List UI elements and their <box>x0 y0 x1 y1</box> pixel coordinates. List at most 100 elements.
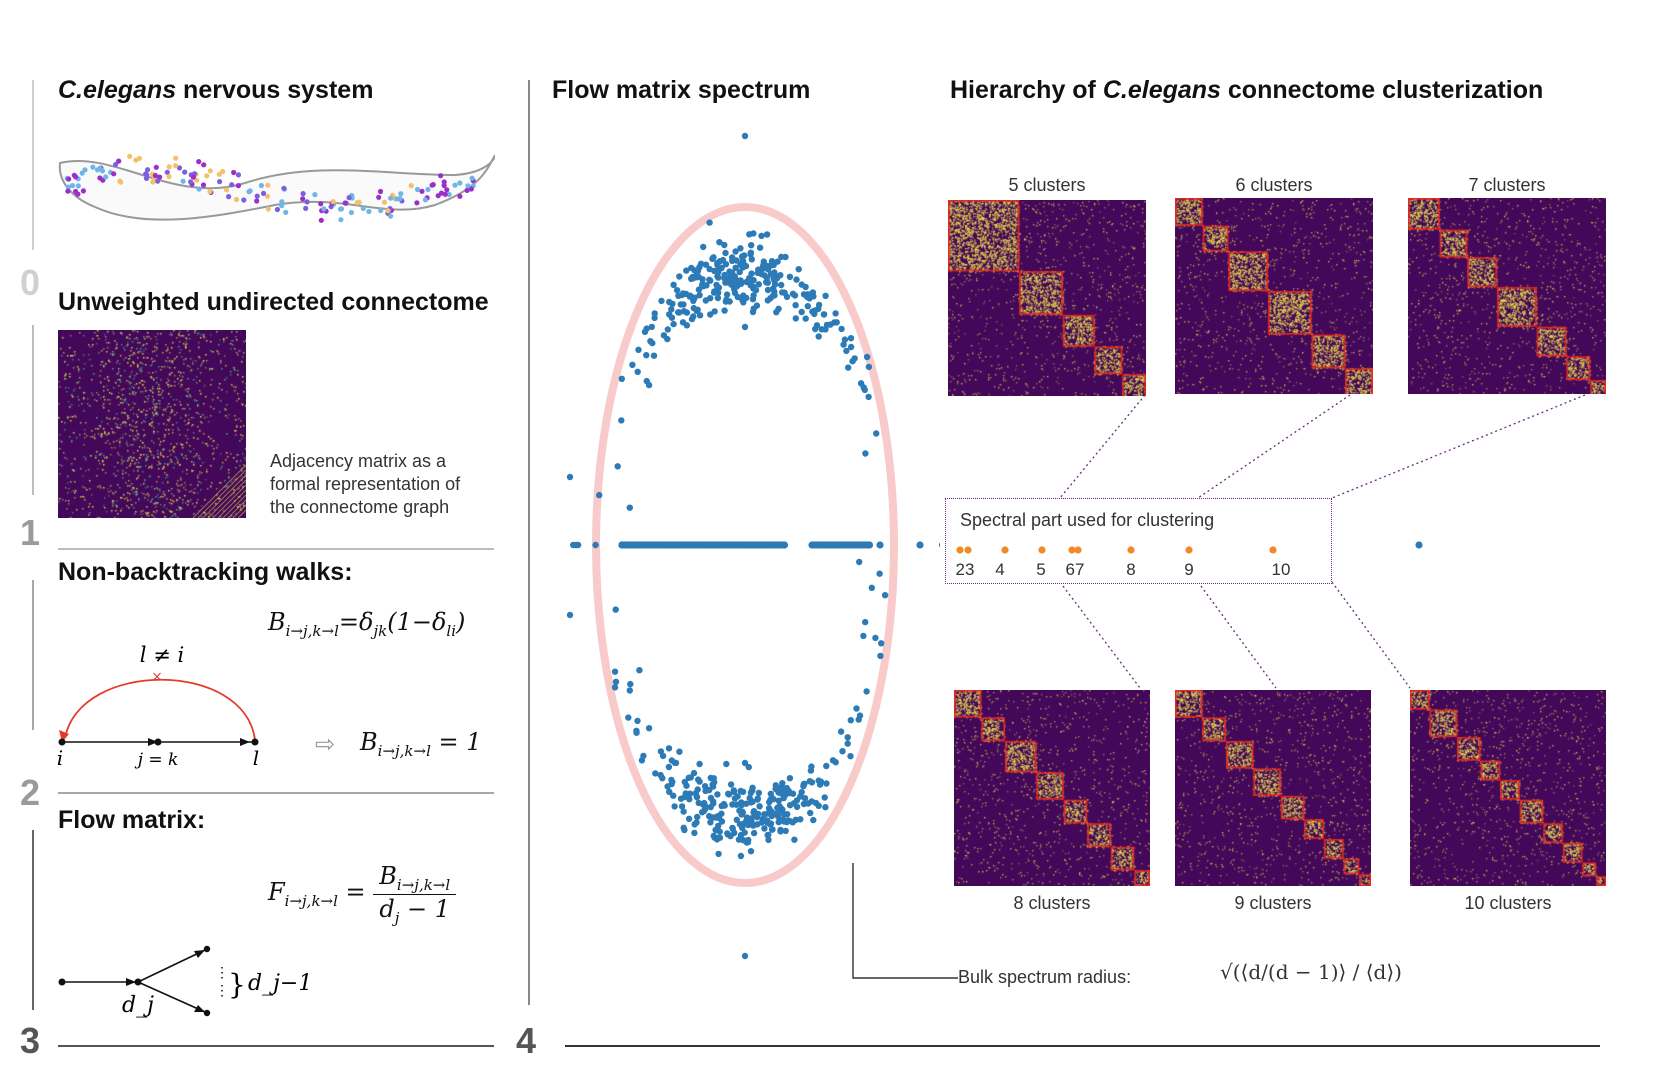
eigenvalue-dot <box>764 286 772 294</box>
neuron-dot <box>233 196 240 203</box>
eigenvalue-dot <box>693 819 700 826</box>
eigenvalue-dot <box>657 771 664 779</box>
eigenvalue-dot <box>647 338 654 345</box>
eigenvalue-dot <box>732 248 739 255</box>
flow-matrix-spectrum-plot <box>566 132 940 960</box>
neuron-dot <box>422 197 428 203</box>
eigenvalue-dot <box>706 276 713 283</box>
eigenvalue-dot <box>791 836 798 843</box>
worm-nervous-system-illustration <box>58 153 495 223</box>
eigenvalue-dot <box>778 253 785 261</box>
eigenvalue-dot <box>743 814 751 821</box>
neuron-dot <box>464 187 470 193</box>
eigenvalue-dot <box>749 784 756 791</box>
eigenvalue-dot <box>754 269 761 277</box>
eigenvalue-dot <box>693 793 700 800</box>
neuron-dot <box>388 213 394 219</box>
eigenvalue-dot <box>831 319 838 326</box>
section-divider <box>58 548 494 550</box>
eigenvalue-dot <box>767 790 774 797</box>
eigenvalue-dot <box>643 377 650 385</box>
eigenvalue-dot <box>748 817 755 825</box>
eigenvalue-dot <box>776 802 783 810</box>
nervous-system-title: C.elegans nervous system <box>58 76 374 104</box>
eigenvalue-dot <box>818 326 825 333</box>
neuron-dot <box>207 188 213 195</box>
spectral-tick-label: 23 <box>956 560 975 579</box>
eigenvalue-dot <box>748 256 755 263</box>
eigenvalue-dot <box>749 296 757 303</box>
eigenvalue-dot <box>760 262 767 269</box>
neuron-dot <box>180 178 186 184</box>
neuron-dot <box>304 199 310 205</box>
eigenvalue-dot <box>636 667 643 674</box>
eigenvalue-dot <box>707 803 714 811</box>
eigenvalue-dot <box>664 335 671 343</box>
neuron-dot <box>127 153 133 159</box>
neuron-dot <box>346 195 352 201</box>
eigenvalue-dot <box>766 799 773 806</box>
eigenvalue-dot <box>731 289 739 297</box>
eigenvalue-dot <box>707 819 714 826</box>
neuron-dot <box>200 182 207 188</box>
eigenvalue-dot <box>793 276 800 283</box>
spectrum-title: Flow matrix spectrum <box>552 76 811 104</box>
eigenvalue-dot <box>738 808 746 815</box>
eigenvalue-dot <box>696 264 703 271</box>
eigenvalue-dot <box>770 285 777 292</box>
neuron-dot <box>166 174 172 180</box>
eigenvalue-dot <box>810 293 817 300</box>
neuron-dot <box>176 165 183 171</box>
eigenvalue-dot <box>566 611 574 619</box>
eigenvalue-dot <box>778 783 785 790</box>
eigenvalue-dot <box>645 725 653 732</box>
eigenvalue-dot <box>700 283 707 290</box>
bulk-radius-label: Bulk spectrum radius: <box>958 967 1132 987</box>
neuron-dot <box>457 180 463 186</box>
eigenvalue-dot <box>851 355 858 362</box>
step-rail <box>32 325 34 495</box>
eigenvalue-dot <box>754 795 761 802</box>
eigenvalue-dot <box>786 775 794 782</box>
eigenvalue-dot <box>676 273 683 280</box>
eigenvalue-dot <box>680 824 687 831</box>
neuron-dot <box>265 206 271 212</box>
neuron-dot <box>113 161 119 168</box>
neuron-dot <box>166 164 172 170</box>
neuron-dot <box>378 207 384 214</box>
neuron-dot <box>376 194 382 200</box>
eigenvalue-dot <box>743 839 750 846</box>
eigenvalue-dot <box>804 303 811 310</box>
neuron-dot <box>366 208 372 215</box>
eigenvalue-dot <box>853 705 860 712</box>
eigenvalue-dot <box>847 753 854 760</box>
spectral-point <box>956 546 964 554</box>
eigenvalue-dot <box>750 230 757 237</box>
svg-text:⋮: ⋮ <box>215 983 229 999</box>
neuron-dot <box>264 193 270 199</box>
eigenvalue-dot <box>675 292 682 299</box>
eigenvalue-dot <box>715 284 723 291</box>
eigenvalue-dot <box>740 259 747 266</box>
real-eigenvalue-dot <box>865 541 874 549</box>
neuron-dot <box>173 163 179 169</box>
eigenvalue-dot <box>739 788 747 795</box>
eigenvalue-dot <box>651 310 658 317</box>
cluster-matrix-8 <box>954 690 1150 886</box>
cluster-matrix-6 <box>1175 198 1373 394</box>
eigenvalue-dot <box>745 763 752 771</box>
eigenvalue-dot <box>677 795 685 802</box>
eigenvalue-dot <box>635 346 642 353</box>
eigenvalue-dot <box>710 254 717 261</box>
eigenvalue-dot <box>838 325 845 333</box>
eigenvalue-dot <box>860 632 867 640</box>
neuron-dot <box>330 199 336 205</box>
eigenvalue-dot <box>696 778 703 785</box>
neuron-dot <box>254 198 260 204</box>
eigenvalue-dot <box>724 831 731 838</box>
eigenvalue-dot <box>716 239 723 246</box>
implies-arrow-icon: ⇨ <box>315 731 336 758</box>
eigenvalue-dot <box>844 734 851 741</box>
eigenvalue-dot <box>618 375 625 382</box>
eigenvalue-dot <box>872 634 879 642</box>
